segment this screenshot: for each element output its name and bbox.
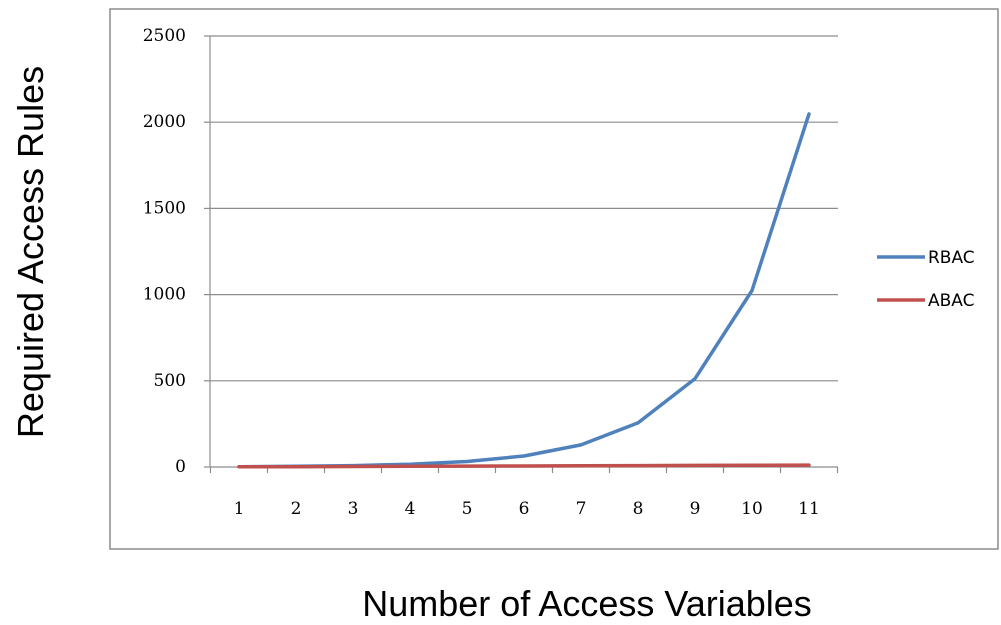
legend-label: RBAC <box>928 248 975 268</box>
y-tick-label: 1500 <box>143 198 186 218</box>
legend: RBAC ABAC <box>877 248 975 311</box>
y-axis-title: Required Access Rules <box>10 65 51 439</box>
x-tick-label: 4 <box>405 499 416 519</box>
legend-label: ABAC <box>928 291 975 311</box>
x-tick-label: 5 <box>462 499 473 519</box>
x-tick-label: 10 <box>741 499 763 519</box>
x-tick-label: 6 <box>519 499 530 519</box>
x-tick-label: 3 <box>348 499 359 519</box>
chart-border <box>109 8 999 550</box>
y-tick-label: 1000 <box>143 285 186 305</box>
x-axis-title: Number of Access Variables <box>362 583 812 624</box>
x-tick-label: 9 <box>690 499 701 519</box>
y-tick-label: 500 <box>154 371 186 391</box>
x-tick-label: 7 <box>576 499 587 519</box>
y-tick-label: 0 <box>175 457 186 477</box>
x-tick-label: 1 <box>234 499 245 519</box>
y-tick-label: 2000 <box>143 112 186 132</box>
series-line-abac <box>237 463 811 469</box>
x-tick-labels: 1 2 3 4 5 6 7 8 9 10 11 <box>234 499 820 519</box>
series-lines <box>237 112 811 469</box>
y-tick-labels: 0 500 1000 1500 2000 2500 <box>143 26 186 477</box>
x-tick-label: 8 <box>633 499 644 519</box>
y-tick-label: 2500 <box>143 26 186 46</box>
x-tick-label: 2 <box>291 499 302 519</box>
gridlines <box>210 35 838 382</box>
x-tick-label: 11 <box>798 499 820 519</box>
